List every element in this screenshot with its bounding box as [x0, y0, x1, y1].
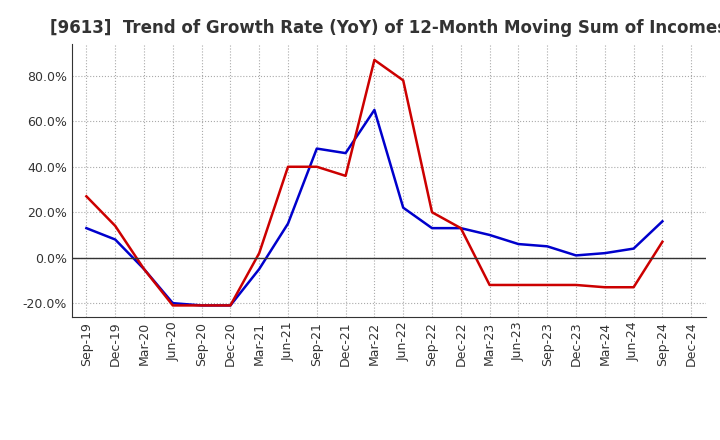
Net Income Growth Rate: [600, 285, 609, 290]
Net Income Growth Rate: [658, 239, 667, 244]
Net Income Growth Rate: [284, 164, 292, 169]
Ordinary Income Growth Rate: [341, 150, 350, 156]
Ordinary Income Growth Rate: [485, 232, 494, 238]
Ordinary Income Growth Rate: [428, 225, 436, 231]
Ordinary Income Growth Rate: [629, 246, 638, 251]
Net Income Growth Rate: [341, 173, 350, 179]
Ordinary Income Growth Rate: [82, 225, 91, 231]
Ordinary Income Growth Rate: [197, 303, 206, 308]
Net Income Growth Rate: [456, 225, 465, 231]
Ordinary Income Growth Rate: [572, 253, 580, 258]
Line: Ordinary Income Growth Rate: Ordinary Income Growth Rate: [86, 110, 662, 305]
Ordinary Income Growth Rate: [658, 219, 667, 224]
Net Income Growth Rate: [82, 194, 91, 199]
Net Income Growth Rate: [514, 282, 523, 288]
Ordinary Income Growth Rate: [456, 225, 465, 231]
Ordinary Income Growth Rate: [111, 237, 120, 242]
Ordinary Income Growth Rate: [255, 266, 264, 271]
Net Income Growth Rate: [572, 282, 580, 288]
Net Income Growth Rate: [197, 303, 206, 308]
Net Income Growth Rate: [168, 303, 177, 308]
Net Income Growth Rate: [226, 303, 235, 308]
Net Income Growth Rate: [428, 209, 436, 215]
Ordinary Income Growth Rate: [399, 205, 408, 210]
Title: [9613]  Trend of Growth Rate (YoY) of 12-Month Moving Sum of Incomes: [9613] Trend of Growth Rate (YoY) of 12-…: [50, 19, 720, 37]
Net Income Growth Rate: [543, 282, 552, 288]
Ordinary Income Growth Rate: [600, 250, 609, 256]
Net Income Growth Rate: [111, 223, 120, 228]
Net Income Growth Rate: [370, 57, 379, 62]
Ordinary Income Growth Rate: [370, 107, 379, 113]
Ordinary Income Growth Rate: [284, 221, 292, 226]
Ordinary Income Growth Rate: [226, 303, 235, 308]
Ordinary Income Growth Rate: [514, 242, 523, 247]
Line: Net Income Growth Rate: Net Income Growth Rate: [86, 60, 662, 305]
Ordinary Income Growth Rate: [168, 301, 177, 306]
Net Income Growth Rate: [399, 78, 408, 83]
Net Income Growth Rate: [485, 282, 494, 288]
Net Income Growth Rate: [312, 164, 321, 169]
Net Income Growth Rate: [140, 266, 148, 271]
Ordinary Income Growth Rate: [543, 244, 552, 249]
Ordinary Income Growth Rate: [312, 146, 321, 151]
Ordinary Income Growth Rate: [140, 266, 148, 271]
Net Income Growth Rate: [255, 250, 264, 256]
Net Income Growth Rate: [629, 285, 638, 290]
